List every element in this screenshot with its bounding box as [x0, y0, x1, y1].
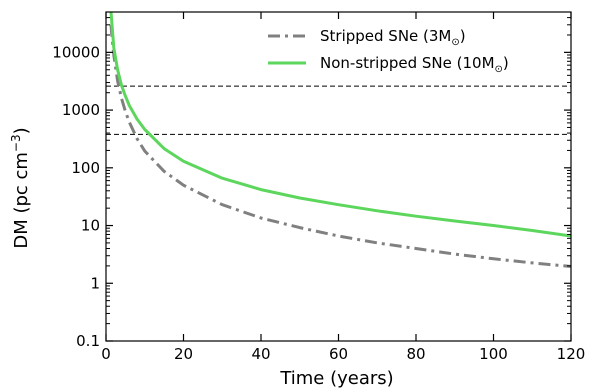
x-tick-label: 60	[329, 345, 348, 363]
series-line-1	[109, 12, 571, 238]
plot-area	[106, 12, 571, 268]
axes-ticks: 0 20 40 60 80 100 120 0.1 1 10 100 1000 10000	[52, 11, 586, 363]
y-tick-label: 10000	[52, 43, 100, 61]
y-tick-label: 0.1	[76, 332, 100, 350]
x-tick-label: 80	[406, 345, 425, 363]
x-tick-label: 40	[251, 345, 270, 363]
y-axis-label: DM (pc cm−3)	[9, 127, 32, 248]
y-tick-label: 1	[90, 274, 100, 292]
x-tick-label: 100	[479, 345, 508, 363]
series-line-0	[109, 24, 571, 268]
legend: Stripped SNe (3M⊙) Non-stripped SNe (10M…	[268, 27, 509, 75]
y-tick-label: 10	[81, 217, 100, 235]
x-tick-label: 20	[174, 345, 193, 363]
y-tick-label: 100	[71, 159, 100, 177]
x-axis-label: Time (years)	[279, 368, 393, 388]
legend-label-stripped: Stripped SNe (3M⊙)	[320, 27, 466, 48]
x-tick-label: 120	[557, 345, 586, 363]
y-tick-label: 1000	[62, 101, 100, 119]
x-tick-label: 0	[101, 345, 111, 363]
legend-label-non-stripped: Non-stripped SNe (10M⊙)	[320, 54, 509, 75]
